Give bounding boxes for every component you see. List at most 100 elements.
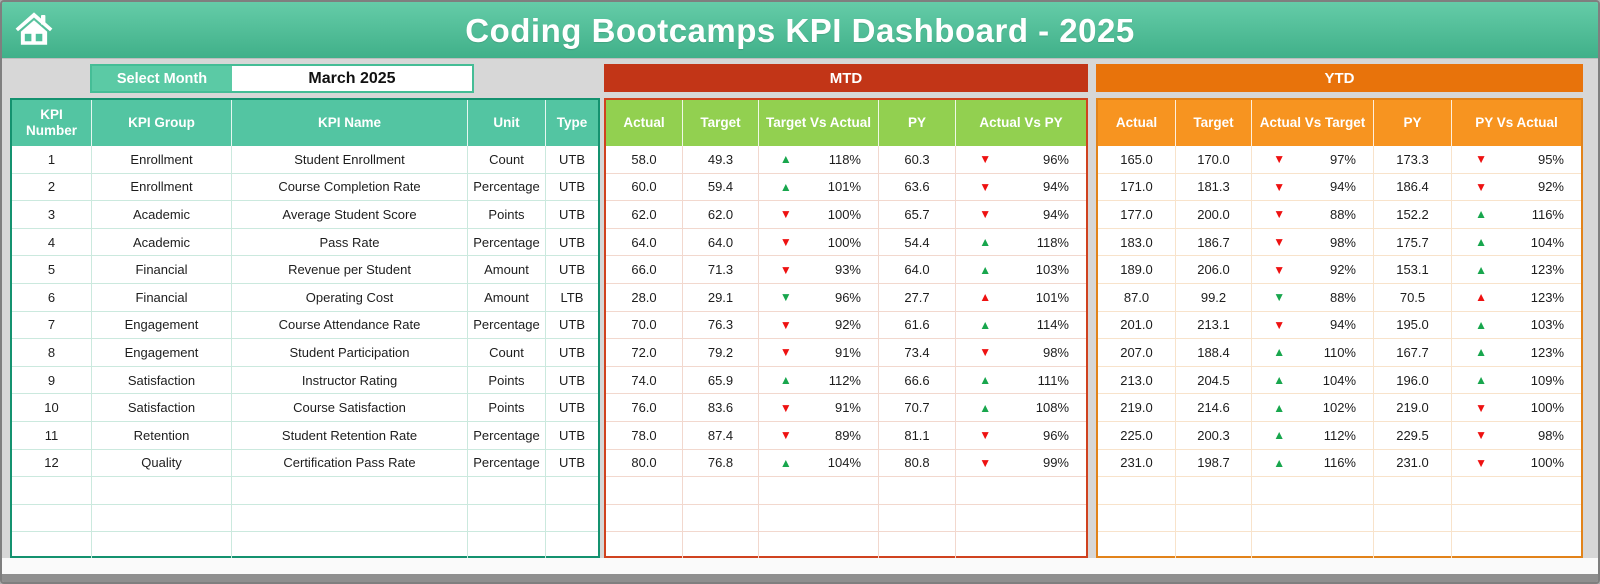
col-header-type: Type [556,114,588,130]
cell-value: 102% [1322,400,1356,416]
cell-kpi-number [12,532,92,560]
cell-mtd-target-vs-actual: ▼ 89% [759,421,879,450]
cell-ytd-actual-vs-target: ▼ 88% [1252,201,1374,229]
cell-mtd-actual: 66.0 [606,256,683,284]
cell-ytd-py: 167.7 [1374,339,1452,367]
trend-up-icon: ▲ [1273,455,1286,470]
mtd-table: Actual Target Target Vs Actual PY Actual… [604,98,1088,560]
cell-type: UTB [546,450,598,478]
cell-kpi-group: Academic [92,201,232,229]
trend-down-icon: ▼ [979,428,992,443]
table-row: 3 Academic Average Student Score Points UTB [12,201,598,229]
home-button[interactable] [12,9,56,53]
cell-type: UTB [546,367,598,395]
cell-mtd-actual-vs-py: ▲ 111% [956,367,1086,395]
cell-mtd-actual-vs-py: ▼ 94% [956,201,1086,229]
cell-ytd-actual [1098,532,1176,560]
col-header-ytd-target: Target [1176,100,1252,146]
cell-value: 118% [1036,234,1069,250]
trend-up-icon: ▲ [979,373,992,388]
cell-unit [468,532,546,560]
mtd-section-header: MTD [604,64,1088,92]
table-row: 5 Financial Revenue per Student Amount UTB [12,256,598,284]
empty-table-row [606,504,1086,533]
table-row: 231.0 198.7 ▲ 116% 231.0 ▼ 100% [1098,449,1581,478]
cell-value: 98% [1537,427,1564,443]
cell-value: 96% [1042,427,1069,443]
table-row: 6 Financial Operating Cost Amount LTB [12,283,598,312]
cell-mtd-target-vs-actual: ▼ 96% [759,283,879,312]
cell-mtd-target [683,477,759,505]
cell-ytd-target: 188.4 [1176,339,1252,367]
trend-down-icon: ▼ [779,207,792,222]
cell-kpi-number: 6 [12,283,92,312]
trend-up-icon: ▲ [979,317,992,332]
trend-up-icon: ▲ [1475,235,1487,250]
cell-value: 94% [1329,317,1356,333]
cell-ytd-py-vs-actual [1452,532,1581,560]
cell-kpi-group [92,532,232,560]
cell-value: 101% [1035,289,1069,305]
cell-type: UTB [546,174,598,202]
cell-kpi-name: Certification Pass Rate [232,449,468,478]
table-row: 72.0 79.2 ▼ 91% 73.4 ▼ 98% [606,339,1086,367]
cell-kpi-group: Engagement [92,311,232,340]
cell-ytd-py: 152.2 [1374,201,1452,229]
cell-ytd-actual: 183.0 [1098,228,1176,257]
cell-value: 103% [1035,262,1069,278]
trend-down-icon: ▼ [779,317,792,332]
cell-ytd-actual: 171.0 [1098,173,1176,202]
cell-ytd-target [1176,477,1252,505]
cell-value: 104% [827,455,861,471]
trend-down-icon: ▼ [779,428,792,443]
cell-kpi-name [232,477,468,505]
cell-value: 112% [1323,427,1356,443]
table-row: 207.0 188.4 ▲ 110% 167.7 ▲ 123% [1098,339,1581,367]
month-selector-value[interactable]: March 2025 [232,66,472,91]
cell-ytd-py-vs-actual: ▼ 92% [1452,174,1581,202]
cell-mtd-actual: 78.0 [606,421,683,450]
col-header-ytd-py: PY [1374,100,1452,146]
cell-ytd-actual-vs-target: ▼ 98% [1252,228,1374,257]
cell-mtd-target-vs-actual: ▼ 100% [759,201,879,229]
cell-type [546,477,598,505]
table-row: 70.0 76.3 ▼ 92% 61.6 ▲ 114% [606,311,1086,340]
cell-ytd-py-vs-actual: ▲ 103% [1452,312,1581,340]
month-selector[interactable]: Select Month March 2025 [90,64,474,93]
trend-down-icon: ▼ [1475,179,1487,194]
cell-value: 92% [834,317,861,333]
cell-mtd-py: 81.1 [879,421,956,450]
cell-value: 104% [1530,234,1564,250]
table-row: 189.0 206.0 ▼ 92% 153.1 ▲ 123% [1098,256,1581,284]
cell-ytd-py: 153.1 [1374,256,1452,284]
cell-mtd-target-vs-actual: ▼ 93% [759,256,879,284]
table-row: 62.0 62.0 ▼ 100% 65.7 ▼ 94% [606,201,1086,229]
cell-kpi-group: Retention [92,421,232,450]
cell-value: 98% [1042,344,1069,360]
cell-ytd-target [1176,504,1252,533]
window-bottom-edge [2,574,1598,582]
cell-ytd-py: 175.7 [1374,228,1452,257]
cell-type [546,532,598,560]
cell-value: 96% [834,289,861,305]
empty-table-row [1098,504,1581,533]
cell-ytd-actual-vs-target: ▼ 92% [1252,256,1374,284]
cell-value: 111% [1037,372,1069,388]
cell-value: 104% [1322,372,1356,388]
table-row: 219.0 214.6 ▲ 102% 219.0 ▼ 100% [1098,394,1581,422]
trend-down-icon: ▼ [1273,235,1286,250]
cell-mtd-py [879,477,956,505]
cell-mtd-py [879,504,956,533]
cell-mtd-target-vs-actual: ▲ 112% [759,366,879,395]
trend-up-icon: ▲ [979,400,992,415]
month-selector-label: Select Month [92,66,232,91]
cell-ytd-actual-vs-target: ▲ 116% [1252,449,1374,478]
cell-unit: Percentage [468,421,546,450]
cell-kpi-number: 8 [12,339,92,367]
cell-mtd-actual-vs-py [956,532,1086,560]
trend-up-icon: ▲ [1475,317,1487,332]
cell-ytd-py-vs-actual: ▲ 109% [1452,367,1581,395]
cell-mtd-actual [606,504,683,533]
cell-ytd-py: 196.0 [1374,366,1452,395]
